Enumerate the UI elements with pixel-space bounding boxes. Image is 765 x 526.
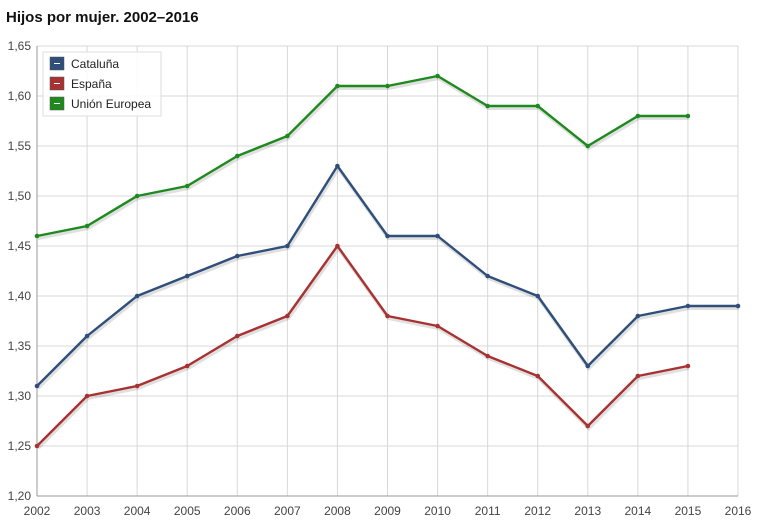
data-point xyxy=(385,233,390,239)
data-point xyxy=(134,193,140,199)
legend-label: España xyxy=(71,77,112,91)
y-tick-label: 1,60 xyxy=(8,89,32,103)
data-point xyxy=(285,313,290,319)
chart-title: Hijos por mujer. 2002–2016 xyxy=(6,9,199,26)
x-tick-label: 2013 xyxy=(574,504,601,518)
x-tick-label: 2006 xyxy=(224,504,251,518)
series-cataluña xyxy=(34,163,741,390)
y-tick-label: 1,65 xyxy=(8,39,32,53)
x-tick-label: 2005 xyxy=(174,504,201,518)
data-point xyxy=(285,243,290,249)
y-tick-label: 1,35 xyxy=(8,339,32,353)
data-point xyxy=(685,363,691,369)
y-tick-label: 1,45 xyxy=(8,239,32,253)
data-point xyxy=(184,273,190,279)
data-point xyxy=(134,383,140,389)
data-point xyxy=(234,333,240,339)
x-tick-label: 2015 xyxy=(675,504,702,518)
data-point xyxy=(485,273,490,279)
data-point xyxy=(385,313,390,319)
y-tick-label: 1,40 xyxy=(8,289,32,303)
data-point xyxy=(535,373,541,379)
data-point xyxy=(234,153,240,159)
data-point xyxy=(735,303,741,309)
data-point xyxy=(485,353,490,359)
data-point xyxy=(184,183,190,189)
data-point xyxy=(184,363,190,369)
y-tick-label: 1,20 xyxy=(8,489,32,503)
series-shadow xyxy=(36,164,739,390)
data-point xyxy=(535,293,541,299)
y-tick-label: 1,55 xyxy=(8,139,32,153)
y-tick-label: 1,30 xyxy=(8,389,32,403)
legend-label: Unión Europea xyxy=(71,97,151,111)
data-point xyxy=(34,233,40,239)
data-point xyxy=(335,163,340,169)
data-point xyxy=(285,133,290,139)
series-españa xyxy=(34,243,691,450)
x-tick-label: 2016 xyxy=(725,504,752,518)
series-line xyxy=(36,74,688,238)
data-point xyxy=(535,103,541,109)
data-point xyxy=(635,313,641,319)
data-point xyxy=(585,363,591,369)
x-tick-label: 2011 xyxy=(475,504,501,518)
y-tick-label: 1,25 xyxy=(8,439,32,453)
x-tick-label: 2007 xyxy=(274,504,301,518)
x-tick-label: 2002 xyxy=(24,504,51,518)
legend: Cataluña España Unión Europea xyxy=(42,51,162,117)
data-point xyxy=(335,83,340,89)
series-line xyxy=(36,244,689,447)
data-point xyxy=(685,113,691,119)
x-tick-label: 2012 xyxy=(524,504,551,518)
x-tick-label: 2014 xyxy=(625,504,652,518)
data-point xyxy=(635,113,641,119)
axes: 1,20 1,25 1,30 1,35 1,40 1,45 1,50 1,55 1,60 1,65… xyxy=(8,39,752,518)
data-point xyxy=(435,73,440,79)
series-lines xyxy=(34,73,741,450)
x-tick-label: 2009 xyxy=(374,504,401,518)
data-point xyxy=(385,83,390,89)
data-point xyxy=(134,293,140,299)
y-tick-label: 1,50 xyxy=(8,189,32,203)
data-point xyxy=(685,303,691,309)
data-point xyxy=(84,223,90,229)
data-point xyxy=(435,233,440,239)
data-point xyxy=(335,243,340,249)
data-point xyxy=(435,323,440,329)
x-tick-label: 2010 xyxy=(424,504,451,518)
data-point xyxy=(84,393,90,399)
data-point xyxy=(84,333,90,339)
data-point xyxy=(34,383,40,389)
x-tick-label: 2004 xyxy=(124,504,151,518)
data-point xyxy=(585,423,591,429)
data-point xyxy=(635,373,641,379)
series-shadow xyxy=(36,244,690,450)
data-point xyxy=(234,253,240,259)
series-unión-europea xyxy=(34,73,691,240)
data-point xyxy=(485,103,490,109)
x-tick-label: 2008 xyxy=(324,504,351,518)
data-point xyxy=(585,143,591,149)
legend-label: Cataluña xyxy=(71,57,119,71)
data-point xyxy=(34,443,40,449)
x-tick-label: 2003 xyxy=(74,504,101,518)
